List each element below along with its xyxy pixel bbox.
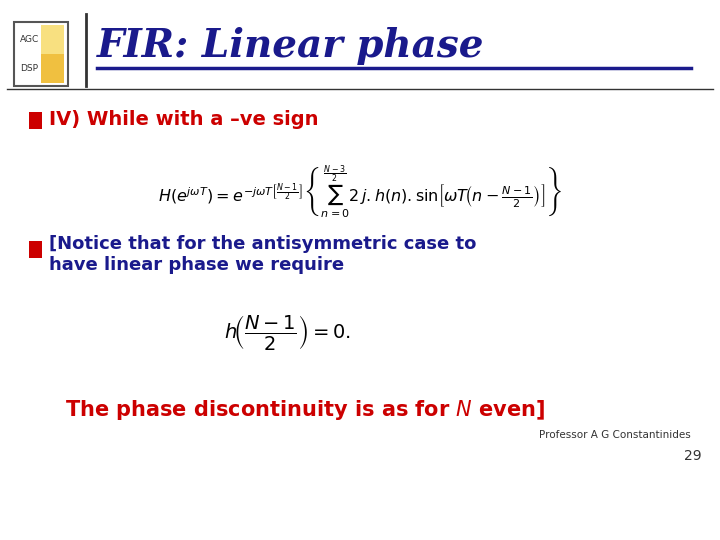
Text: have linear phase we require: have linear phase we require <box>49 255 344 274</box>
Text: $h\!\left(\dfrac{N-1}{2}\right) = 0.$: $h\!\left(\dfrac{N-1}{2}\right) = 0.$ <box>225 313 351 352</box>
Text: $H(e^{j\omega T}) = e^{-j\omega T\left[\frac{N-1}{2}\right]}\left\{ \sum_{n=0}^{: $H(e^{j\omega T}) = e^{-j\omega T\left[\… <box>158 163 562 221</box>
Text: FIR: Linear phase: FIR: Linear phase <box>97 27 485 65</box>
Text: AGC: AGC <box>20 35 39 44</box>
Text: IV) While with a –ve sign: IV) While with a –ve sign <box>49 110 318 130</box>
Text: The phase discontinuity is as for $\mathit{N}$ even]: The phase discontinuity is as for $\math… <box>65 399 545 422</box>
Text: DSP: DSP <box>20 64 39 73</box>
FancyBboxPatch shape <box>14 22 68 86</box>
FancyBboxPatch shape <box>42 25 64 54</box>
FancyBboxPatch shape <box>29 112 42 129</box>
Text: 29: 29 <box>685 449 702 463</box>
FancyBboxPatch shape <box>42 25 64 83</box>
Text: Professor A G Constantinides: Professor A G Constantinides <box>539 430 691 440</box>
Text: [Notice that for the antisymmetric case to: [Notice that for the antisymmetric case … <box>49 235 477 253</box>
FancyBboxPatch shape <box>29 241 42 258</box>
